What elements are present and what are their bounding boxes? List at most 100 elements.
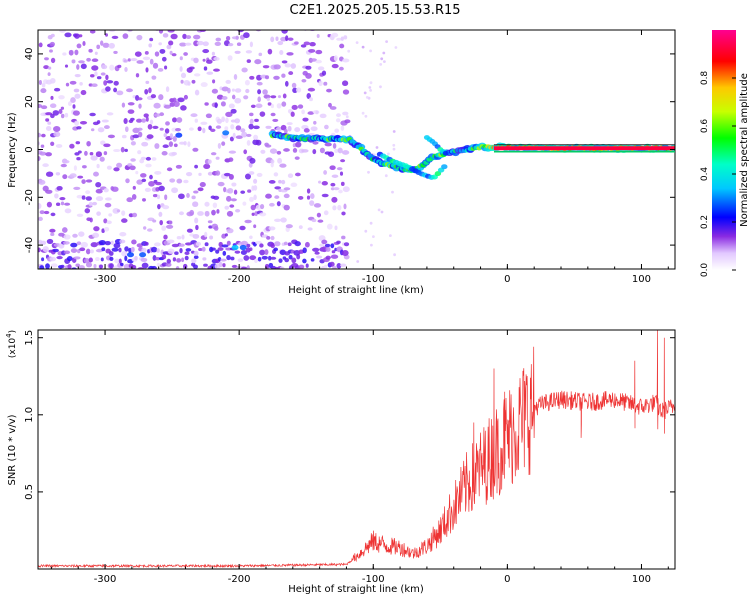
spectrogram-cell [63, 160, 70, 164]
spectrogram-cell [228, 157, 234, 162]
spectrogram-cell [154, 181, 162, 186]
spectrogram-cell [52, 248, 59, 253]
spectrogram-cell [194, 164, 198, 169]
spectrogram-cell [74, 93, 81, 99]
spectrogram-cell [144, 51, 149, 55]
spectrogram-cell [224, 126, 229, 131]
spectrogram-cell [379, 63, 383, 66]
spectrogram-cell [256, 81, 263, 86]
spectrogram-cell [258, 52, 263, 57]
spectrogram-cell [246, 265, 250, 269]
spectrogram-cell [81, 195, 86, 200]
spectrogram-cell [306, 188, 311, 194]
spectrogram-cell [204, 242, 209, 247]
spectrogram-cell [89, 74, 95, 78]
spectrogram-cell [203, 263, 208, 267]
spectrogram-cell [280, 124, 287, 131]
spectrogram-cell [375, 146, 379, 149]
spectrogram-cell [69, 173, 77, 178]
spectrogram-cell [104, 33, 109, 37]
spectrogram-cell [368, 86, 372, 89]
spectrogram-cell [177, 97, 185, 103]
spectrogram-cell [123, 118, 128, 124]
spectrogram-cell [281, 30, 288, 34]
spectrogram-cell [265, 144, 272, 148]
spectrogram-cell [50, 33, 55, 38]
spectrogram-cell [303, 128, 310, 133]
spectrogram-cell [281, 101, 287, 107]
spectrogram-cell [326, 223, 333, 230]
spectrogram-cell [180, 79, 184, 84]
spectrogram-cell [88, 48, 93, 53]
spectrogram-cell [311, 218, 317, 223]
spectrogram-cell [295, 141, 302, 148]
spectrogram-cell [341, 235, 346, 240]
spectrogram-cell [149, 25, 154, 29]
spectrogram-cell [95, 256, 100, 262]
spectrogram-cell [332, 143, 337, 149]
spectrogram-cell [222, 263, 226, 268]
spectrogram-cell [277, 41, 284, 46]
spectrogram-cell [333, 187, 340, 191]
spectrogram-cell [61, 227, 68, 233]
spectrogram-cell [340, 181, 345, 186]
spectrogram-cell [121, 218, 128, 223]
spectrogram-cell [113, 148, 121, 153]
spectrogram-cell [105, 74, 109, 81]
spectrogram-cell [173, 143, 178, 148]
spectrogram-cell [39, 210, 45, 215]
spectrogram-cell [134, 255, 138, 261]
spectrogram-cell [310, 126, 318, 132]
spectrogram-cell [310, 258, 315, 262]
spectrogram-cell [73, 256, 81, 260]
spectrogram-cell [339, 171, 344, 176]
spectrogram-cell [157, 68, 164, 72]
spectrogram-cell [136, 127, 143, 131]
spectrogram-cell [264, 75, 270, 80]
spectrogram-cell [325, 246, 331, 252]
spectrogram-x-axis-label: Height of straight line (km) [288, 285, 424, 296]
spectrogram-cell [285, 35, 289, 42]
spectrogram-cell [369, 89, 372, 92]
spectrogram-cell [137, 97, 143, 101]
spectrogram-cell [183, 94, 188, 100]
spectrogram-cell [229, 204, 235, 208]
spectrogram-cell [226, 240, 231, 246]
spectrogram-cell [307, 227, 313, 231]
spectrogram-cell [100, 40, 104, 46]
spectrogram-cell [154, 143, 160, 149]
spectrogram-cell [276, 103, 282, 109]
spectrogram-cell [185, 248, 192, 252]
spectrogram-cell [204, 201, 210, 207]
spectrogram-cell [79, 247, 86, 252]
spectrogram-cell [392, 143, 396, 147]
spectrogram-cell [318, 180, 322, 184]
spectrogram-cell [59, 197, 66, 201]
spectrogram-cell [86, 57, 91, 62]
spectrogram-cell [104, 226, 110, 232]
spectrogram-cell [42, 163, 49, 168]
spectrogram-cell [175, 164, 182, 169]
x-tick-label: 100 [632, 574, 651, 585]
spectrogram-cell [222, 250, 227, 256]
spectrogram-cell [216, 118, 222, 124]
spectrogram-cell [226, 255, 231, 261]
spectrogram-cell [82, 165, 87, 169]
spectrogram-cell [274, 195, 280, 199]
spectrogram-cell [85, 248, 91, 255]
spectrogram-cell [45, 263, 50, 269]
spectrogram-cell [75, 263, 81, 268]
spectrogram-cell [316, 33, 320, 39]
spectrogram-cell [110, 240, 114, 245]
spectrogram-cell [312, 149, 317, 155]
spectrogram-cell [79, 81, 83, 86]
spectrogram-cell [324, 243, 331, 248]
spectrogram-cell [213, 68, 220, 72]
spectrogram-cell [76, 64, 80, 70]
spectrogram-cell [73, 165, 77, 171]
spectrogram-cell [334, 148, 339, 153]
spectrogram-cell [315, 110, 319, 115]
spectrogram-cell [270, 235, 275, 241]
spectrogram-cell [310, 58, 318, 62]
spectrogram-cell [78, 231, 85, 237]
